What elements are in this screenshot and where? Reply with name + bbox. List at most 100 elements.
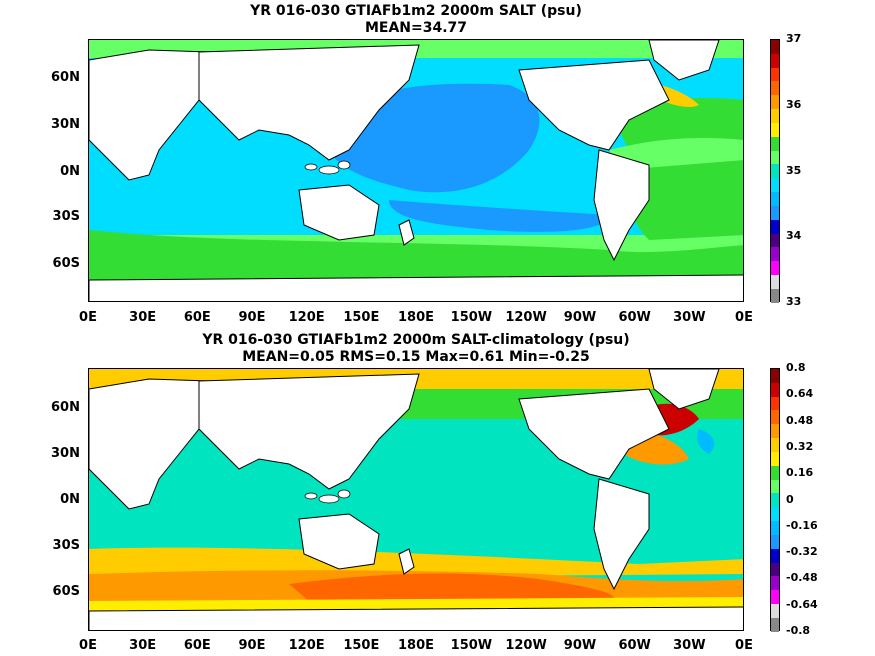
lon-label: 0E: [79, 638, 97, 653]
top-title-line2: MEAN=34.77: [364, 20, 468, 36]
colorbar-segment: [771, 548, 779, 563]
colorbar-label: 33: [786, 295, 802, 308]
colorbar-segment: [771, 81, 779, 96]
colorbar-label: -0.48: [786, 571, 818, 585]
lon-label: 30E: [129, 310, 157, 325]
colorbar-label: -0.32: [786, 545, 818, 559]
colorbar-label: 36: [786, 97, 802, 111]
top-salinity-map: [89, 40, 743, 301]
colorbar-segment: [771, 382, 779, 397]
lon-label: 30W: [673, 310, 706, 325]
colorbar-segment: [771, 438, 779, 452]
top-lat-60n: 60N: [51, 70, 80, 85]
colorbar-label: 35: [786, 163, 802, 177]
lon-label: 0E: [79, 310, 97, 325]
top-title-line1: YR 016-030 GTIAFb1m2 2000m SALT (psu): [250, 3, 582, 19]
colorbar-segment: [771, 67, 779, 82]
colorbar-segment: [771, 136, 779, 151]
colorbar-segment: [771, 604, 779, 618]
lon-label: 120E: [288, 638, 325, 653]
top-lat-60s: 60S: [52, 256, 80, 271]
lon-label: 60E: [183, 638, 211, 653]
colorbar-segment: [771, 562, 779, 577]
lon-label: 150W: [450, 638, 493, 653]
colorbar-segment: [771, 261, 779, 276]
bottom-lat-30n: 30N: [51, 446, 80, 461]
colorbar-segment: [771, 576, 779, 591]
colorbar-segment: [771, 192, 779, 206]
colorbar-segment: [771, 288, 779, 303]
lon-label: 30E: [129, 638, 157, 653]
colorbar-segment: [771, 95, 779, 110]
colorbar-label: 34: [786, 229, 802, 243]
colorbar-segment: [771, 521, 779, 535]
colorbar-segment: [771, 219, 779, 234]
colorbar-segment: [771, 451, 779, 466]
colorbar-label: 37: [786, 32, 802, 45]
lon-label: 120W: [505, 638, 547, 653]
colorbar-segment: [771, 410, 779, 425]
bottom-colorbar: [770, 368, 780, 632]
lon-label: 90E: [238, 310, 266, 325]
lon-label: 120W: [505, 310, 547, 325]
colorbar-label: 0.32: [786, 439, 814, 453]
lon-label: 150E: [343, 310, 380, 325]
top-map-panel: [88, 39, 744, 302]
colorbar-label: -0.8: [786, 624, 811, 637]
lon-label: 0E: [735, 638, 753, 653]
colorbar-segment: [771, 617, 779, 632]
lon-label: 120E: [288, 310, 325, 325]
top-lat-0n: 0N: [60, 164, 80, 179]
colorbar-segment: [771, 590, 779, 605]
lon-label: 90E: [238, 638, 266, 653]
colorbar-label: 0.16: [786, 466, 814, 480]
lon-label: 180E: [397, 638, 435, 653]
colorbar-label: -0.64: [786, 597, 818, 611]
colorbar-segment: [771, 53, 779, 68]
lon-label: 60W: [618, 638, 651, 653]
colorbar-segment: [771, 40, 779, 54]
lon-label: 60E: [183, 310, 211, 325]
colorbar-label: 0.8: [786, 361, 806, 374]
bottom-anomaly-map: [89, 369, 743, 630]
bottom-lat-30s: 30S: [52, 538, 80, 553]
lon-label: 150W: [450, 310, 493, 325]
bottom-lat-60n: 60N: [51, 400, 80, 415]
colorbar-segment: [771, 275, 779, 289]
colorbar-segment: [771, 247, 779, 262]
bottom-title-line2: MEAN=0.05 RMS=0.15 Max=0.61 Min=-0.25: [242, 349, 590, 365]
colorbar-segment: [771, 507, 779, 522]
bottom-lat-60s: 60S: [52, 584, 80, 599]
colorbar-label: 0.64: [786, 387, 814, 401]
colorbar-segment: [771, 164, 779, 179]
lon-label: 0E: [735, 310, 753, 325]
bottom-title-line1: YR 016-030 GTIAFb1m2 2000m SALT-climatol…: [202, 332, 630, 348]
lon-label: 90W: [563, 310, 597, 325]
colorbar-segment: [771, 109, 779, 123]
colorbar-segment: [771, 150, 779, 165]
lon-label: 180E: [397, 310, 435, 325]
colorbar-segment: [771, 493, 779, 508]
colorbar-segment: [771, 424, 779, 439]
top-lat-30n: 30N: [51, 117, 80, 132]
colorbar-segment: [771, 122, 779, 137]
colorbar-segment: [771, 178, 779, 193]
colorbar-label: 0.48: [786, 413, 814, 427]
colorbar-segment: [771, 205, 779, 220]
lon-label: 30W: [673, 638, 706, 653]
lon-label: 90W: [563, 638, 597, 653]
lon-label: 150E: [343, 638, 380, 653]
bottom-map-panel: [88, 368, 744, 631]
top-colorbar: [770, 39, 780, 303]
colorbar-segment: [771, 233, 779, 248]
colorbar-segment: [771, 396, 779, 411]
colorbar-segment: [771, 479, 779, 494]
colorbar-segment: [771, 369, 779, 383]
bottom-lat-0n: 0N: [60, 492, 80, 507]
top-lat-30s: 30S: [52, 209, 80, 224]
colorbar-segment: [771, 534, 779, 549]
lon-label: 60W: [618, 310, 651, 325]
colorbar-segment: [771, 465, 779, 480]
colorbar-label: -0.16: [786, 518, 818, 532]
colorbar-label: 0: [786, 492, 794, 506]
